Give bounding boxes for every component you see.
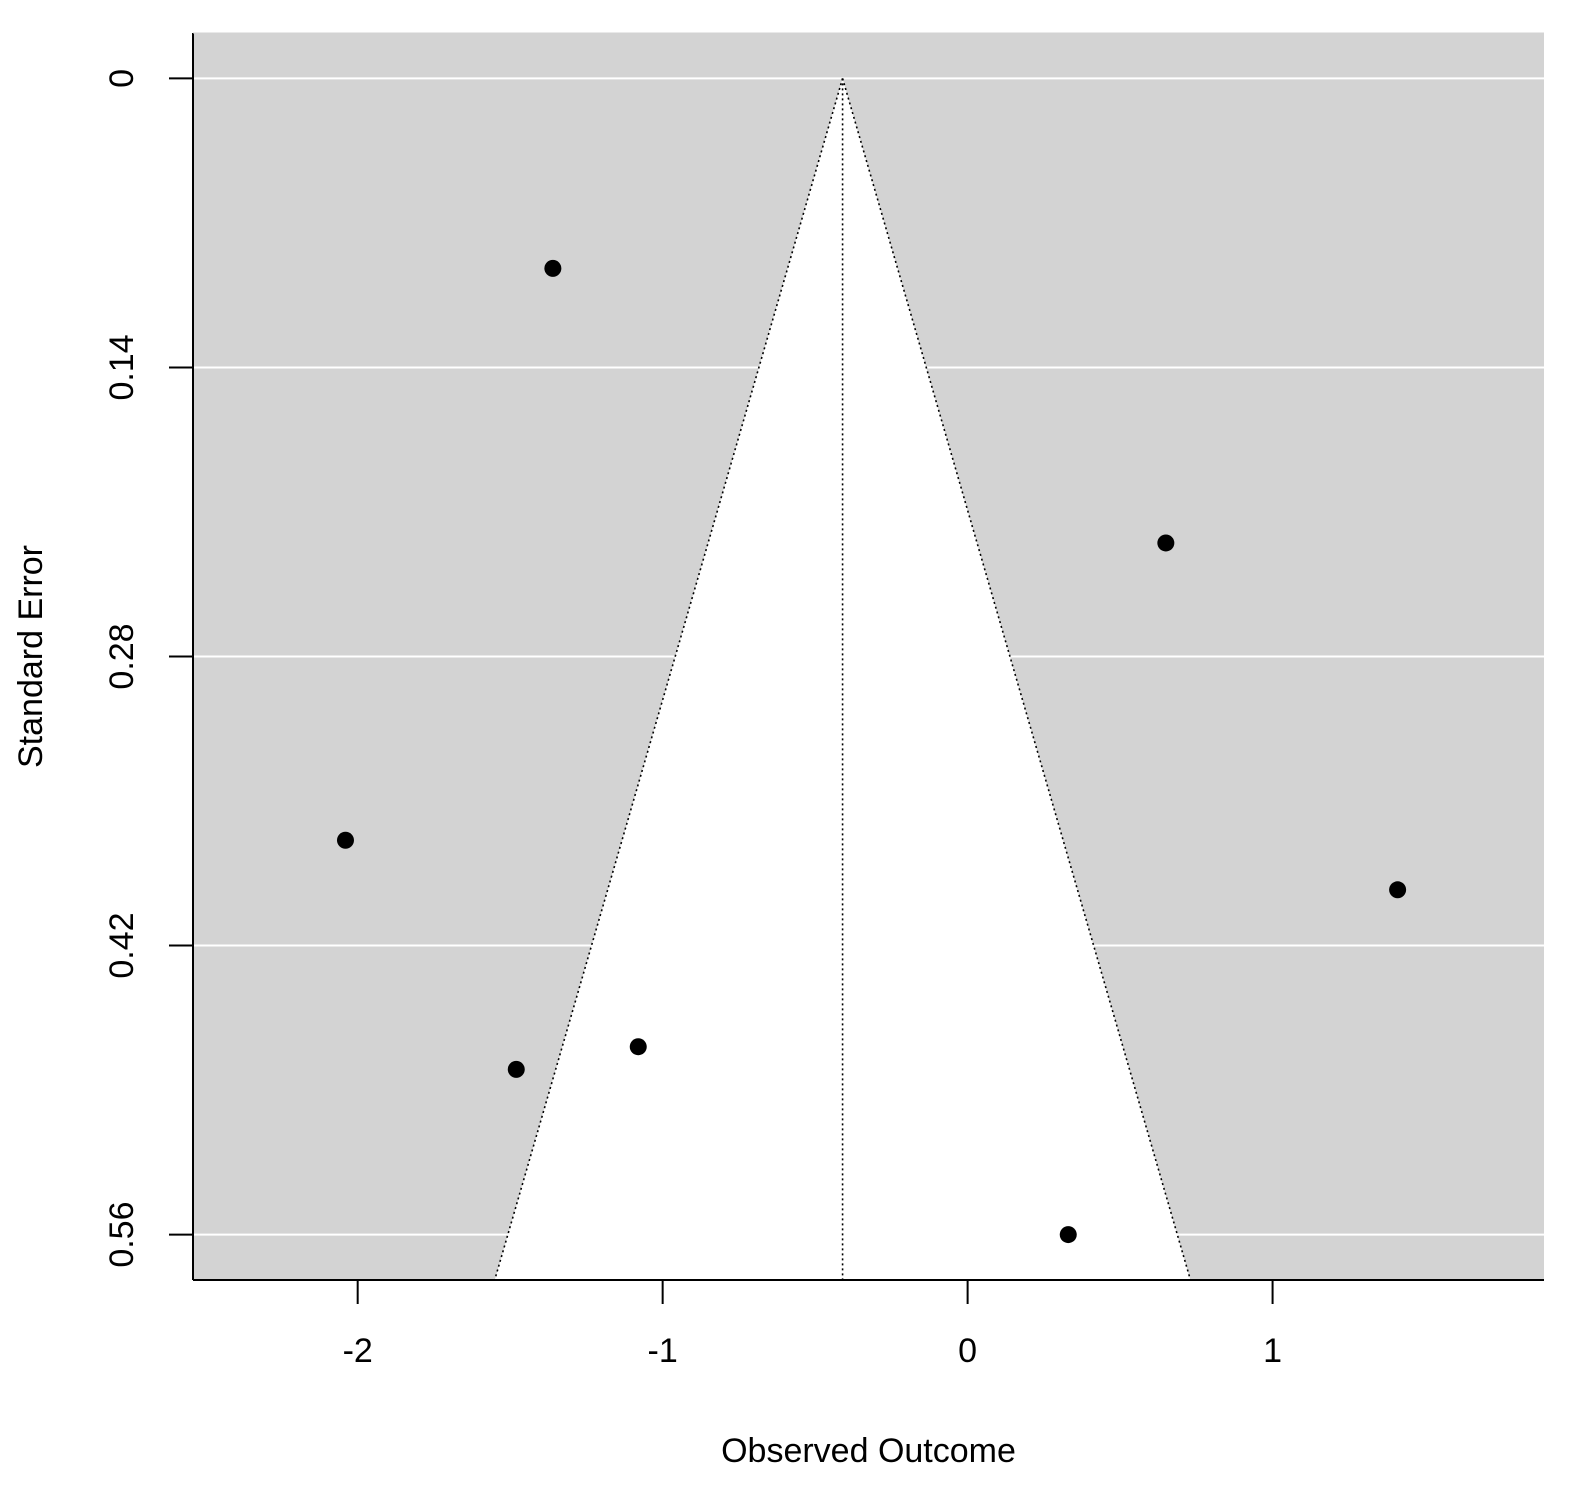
study-point-3: [336, 831, 354, 849]
y-tick-label: 0.14: [103, 334, 141, 400]
study-point-4: [1389, 881, 1407, 899]
study-points: [336, 259, 1407, 1244]
x-tick-label: 0: [958, 1332, 977, 1370]
funnel-right-edge: [841, 78, 1192, 1281]
x-tick-label: 1: [1263, 1332, 1282, 1370]
study-point-6: [507, 1060, 525, 1078]
funnel-left-edge: [493, 78, 844, 1281]
axes: -2 -1 0 1 0 0.14 0.28 0.42 0.56: [103, 32, 1544, 1370]
study-point-7: [1059, 1226, 1077, 1244]
y-tick-label: 0.56: [103, 1201, 141, 1267]
study-point-2: [1157, 534, 1175, 552]
x-tick-label: -1: [648, 1332, 678, 1370]
y-axis-title: Standard Error: [12, 545, 50, 768]
y-tick-label: 0: [103, 69, 141, 88]
study-point-1: [544, 259, 562, 277]
y-tick-label: 0.42: [103, 912, 141, 978]
x-axis-title: Observed Outcome: [721, 1432, 1016, 1470]
y-tick-label: 0.28: [103, 623, 141, 689]
study-point-5: [629, 1038, 647, 1056]
x-tick-label: -2: [343, 1332, 373, 1370]
